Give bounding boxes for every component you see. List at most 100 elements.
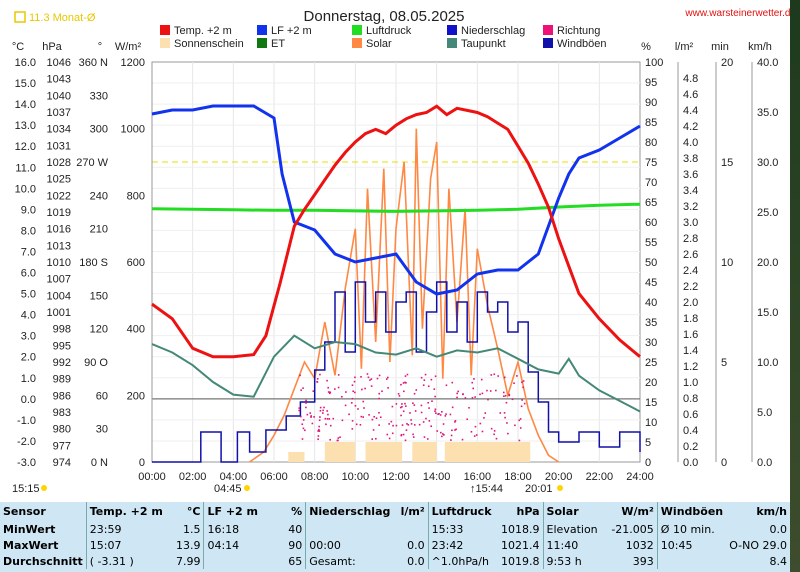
direction-point [404, 381, 406, 384]
direction-point [474, 425, 477, 428]
moon-label: ↑15:44 [470, 483, 503, 495]
direction-point [367, 376, 370, 379]
direction-point [395, 424, 398, 427]
stats-cell: 13.9 [175, 538, 201, 552]
pressure-axis-label: 1010 [47, 257, 71, 269]
legend-swatch [447, 25, 457, 35]
axis-unit-label: W/m² [115, 41, 142, 53]
direction-point [493, 373, 496, 376]
wind-axis-label: 0.0 [757, 457, 772, 469]
humidity-axis-label: 35 [645, 317, 657, 329]
temp-axis-label: 16.0 [15, 57, 36, 69]
stats-solar-unit: W/m² [621, 505, 654, 518]
website-link[interactable]: www.warsteinerwetter.de [684, 8, 796, 19]
direction-point [490, 374, 493, 376]
direction-point [520, 405, 523, 408]
stats-cell: 15:33 [427, 521, 495, 537]
stats-cell [203, 553, 272, 569]
direction-point [373, 415, 376, 418]
sunrise-label: 04:45 [214, 483, 242, 495]
rain-axis-label: 3.2 [683, 201, 698, 213]
direction-point [472, 387, 474, 390]
direction-axis-label: 330 [90, 90, 108, 102]
direction-point [378, 397, 380, 400]
legend-swatch [352, 38, 362, 48]
direction-point [366, 373, 369, 375]
temp-axis-label: 4.0 [21, 310, 36, 322]
direction-point [353, 380, 356, 383]
rain-axis-label: 1.2 [683, 361, 698, 373]
direction-axis-label: 90 O [84, 357, 108, 369]
stats-cell: 8.4 [769, 554, 788, 568]
direction-point [503, 395, 505, 397]
direction-point [402, 410, 405, 413]
direction-point [327, 391, 330, 393]
direction-point [434, 408, 437, 411]
solar-axis-label: 1000 [121, 124, 145, 136]
direction-point [405, 429, 408, 431]
direction-point [518, 419, 521, 422]
direction-point [404, 402, 406, 405]
rain-axis-label: 0.4 [683, 425, 698, 437]
direction-point [317, 430, 319, 432]
stats-cell: Ø 10 min. [656, 521, 727, 537]
stats-cell: 10:45 [656, 537, 727, 553]
temp-axis-label: -3.0 [17, 457, 36, 469]
rain-axis-label: 0.2 [683, 441, 698, 453]
direction-point [445, 384, 448, 387]
wind-axis-label: 30.0 [757, 157, 778, 169]
solar-axis-label: 0 [139, 457, 145, 469]
current-time-label: 15:15 [12, 483, 40, 495]
humidity-axis-label: 10 [645, 417, 657, 429]
direction-point [490, 427, 493, 430]
direction-point [354, 376, 356, 379]
direction-point [318, 428, 320, 431]
wind-axis-label: 20.0 [757, 257, 778, 269]
minutes-axis-label: 10 [721, 257, 733, 269]
rain-axis-label: 3.8 [683, 153, 698, 165]
legend-swatch [543, 25, 553, 35]
pressure-series-line [151, 202, 641, 213]
temp-axis-label: 1.0 [21, 373, 36, 385]
direction-point [385, 378, 388, 380]
legend-label: Windböen [557, 38, 607, 50]
direction-point [450, 439, 452, 441]
direction-axis-label: 180 S [79, 257, 108, 269]
x-tick-label: 10:00 [342, 471, 370, 483]
stats-cell: 7.99 [175, 554, 201, 568]
pressure-axis-label: 983 [53, 407, 71, 419]
stats-humidity-heading: LF +2 m [203, 502, 272, 521]
direction-point [357, 408, 359, 410]
direction-point [436, 430, 439, 432]
stats-humidity-unit: % [291, 505, 303, 518]
legend-label: Sonnenschein [174, 38, 244, 50]
direction-point [304, 429, 306, 432]
direction-point [359, 423, 362, 426]
stats-cell: 0.0 [407, 554, 425, 568]
direction-point [302, 427, 305, 430]
direction-point [466, 418, 469, 421]
sunshine-bar [365, 442, 403, 462]
stats-cell: 65 [288, 554, 303, 568]
rain-axis-label: 2.2 [683, 281, 698, 293]
month-avg-checkbox[interactable] [14, 11, 26, 23]
direction-point [317, 435, 320, 437]
pressure-axis-label: 1025 [47, 174, 71, 186]
weather-chart: 00:00 02:00 04:00 06:00 08:00 10:00 12:00 14:00… [12, 8, 797, 495]
direction-point [386, 433, 389, 436]
direction-point [323, 406, 325, 409]
pressure-axis-label: 1034 [47, 124, 71, 136]
direction-point [345, 391, 347, 393]
direction-point [351, 384, 354, 387]
direction-point [423, 379, 426, 381]
direction-point [375, 417, 378, 420]
direction-point [327, 413, 329, 416]
direction-point [371, 418, 374, 421]
direction-point [318, 419, 321, 422]
rain-axis-label: 0.6 [683, 409, 698, 421]
pressure-axis-label: 1013 [47, 240, 71, 252]
temp-axis-label: 0.0 [21, 394, 36, 406]
direction-axis-label: 30 [96, 424, 108, 436]
humidity-axis-label: 45 [645, 277, 657, 289]
stats-cell: 1021.4 [501, 538, 540, 552]
